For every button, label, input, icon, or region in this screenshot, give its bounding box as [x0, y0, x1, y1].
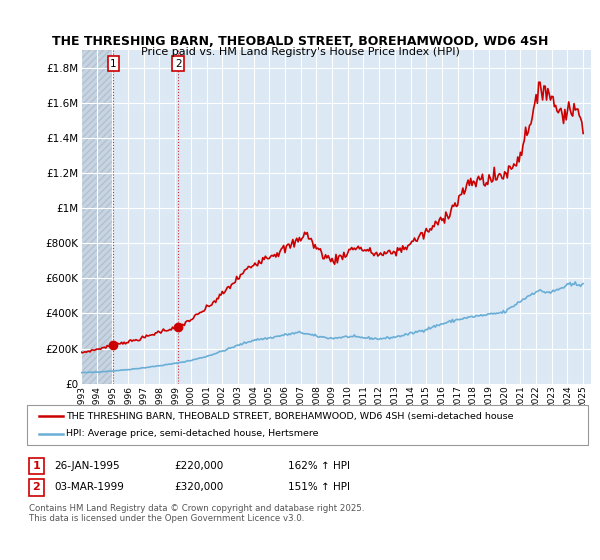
Text: 162% ↑ HPI: 162% ↑ HPI: [288, 461, 350, 471]
Text: Price paid vs. HM Land Registry's House Price Index (HPI): Price paid vs. HM Land Registry's House …: [140, 47, 460, 57]
Text: THE THRESHING BARN, THEOBALD STREET, BOREHAMWOOD, WD6 4SH (semi-detached house: THE THRESHING BARN, THEOBALD STREET, BOR…: [66, 412, 514, 421]
Text: THE THRESHING BARN, THEOBALD STREET, BOREHAMWOOD, WD6 4SH: THE THRESHING BARN, THEOBALD STREET, BOR…: [52, 35, 548, 48]
Text: £320,000: £320,000: [174, 482, 223, 492]
Text: 2: 2: [175, 59, 182, 69]
Bar: [113, 50, 178, 384]
Bar: [81, 50, 113, 384]
Text: 151% ↑ HPI: 151% ↑ HPI: [288, 482, 350, 492]
Text: 2: 2: [32, 482, 40, 492]
Text: 03-MAR-1999: 03-MAR-1999: [54, 482, 124, 492]
Text: 1: 1: [32, 461, 40, 471]
Text: Contains HM Land Registry data © Crown copyright and database right 2025.
This d: Contains HM Land Registry data © Crown c…: [29, 504, 364, 524]
Text: 1: 1: [110, 59, 117, 69]
Text: £220,000: £220,000: [174, 461, 223, 471]
Text: 26-JAN-1995: 26-JAN-1995: [54, 461, 119, 471]
Text: HPI: Average price, semi-detached house, Hertsmere: HPI: Average price, semi-detached house,…: [66, 430, 319, 438]
Bar: [81, 50, 113, 384]
